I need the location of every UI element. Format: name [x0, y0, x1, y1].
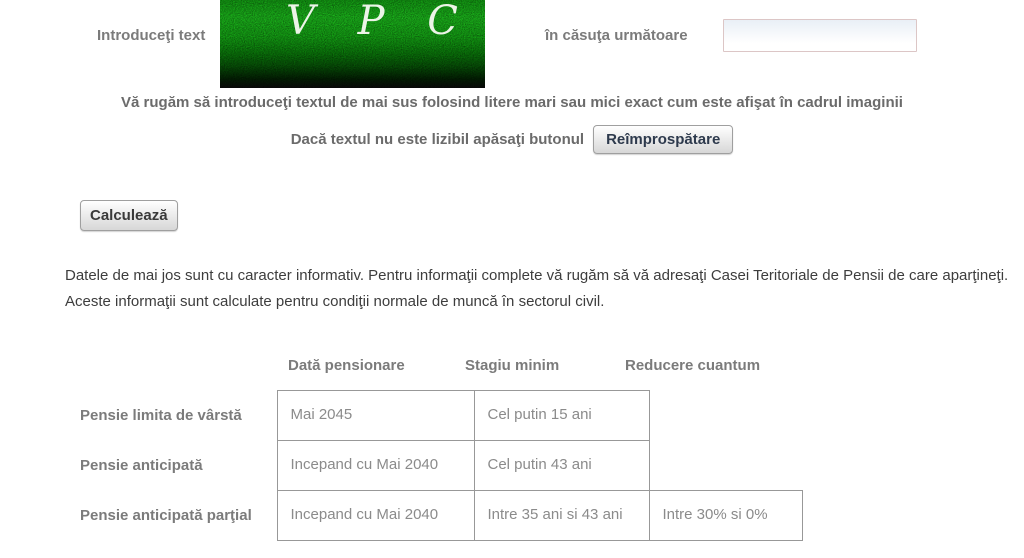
cell-stagiu-minim: Cel putin 15 ani [473, 389, 650, 441]
captcha-image: V P C [220, 0, 485, 88]
row-label-pensie-anticipata: Pensie anticipată [80, 457, 203, 474]
cell-stagiu-minim: Intre 35 ani si 43 ani [473, 489, 650, 541]
cell-stagiu-minim: Cel putin 43 ani [473, 439, 650, 491]
cell-data-pensionare: Incepand cu Mai 2040 [276, 439, 475, 491]
captcha-instruction-text: Vă rugăm să introduceţi textul de mai su… [121, 94, 903, 111]
captcha-code-text: V P C [286, 0, 466, 44]
captcha-noise-texture [220, 0, 485, 88]
pension-table: Pensie limita de vârstă Mai 2045 Cel put… [65, 389, 803, 541]
captcha-right-label: în căsuţa următoare [545, 27, 688, 44]
calculate-button[interactable]: Calculează [80, 200, 178, 231]
refresh-button[interactable]: Reîmprospătare [593, 124, 734, 154]
refresh-instruction-row: Dacă textul nu este lizibil apăsaţi buto… [12, 122, 1012, 156]
info-paragraph: Datele de mai jos sunt cu caracter infor… [65, 267, 1009, 310]
cell-reducere-cuantum-empty [650, 391, 803, 441]
cell-data-pensionare: Mai 2045 [276, 389, 475, 441]
captcha-input[interactable] [723, 19, 917, 52]
col-header-data-pensionare: Dată pensionare [288, 357, 405, 374]
cell-data-pensionare: Incepand cu Mai 2040 [276, 489, 475, 541]
cell-reducere-cuantum-empty [650, 441, 803, 491]
cell-reducere-cuantum: Intre 30% si 0% [648, 489, 803, 541]
row-label-pensie-anticipata-partial: Pensie anticipată parţial [80, 507, 252, 524]
captcha-left-label: Introduceţi text [97, 27, 206, 44]
col-header-reducere-cuantum: Reducere cuantum [625, 357, 761, 374]
col-header-stagiu-minim: Stagiu minim [465, 357, 560, 374]
row-label-pensie-limita-varsta: Pensie limita de vârstă [80, 407, 242, 424]
refresh-instruction-text: Dacă textul nu este lizibil apăsaţi buto… [290, 130, 585, 148]
